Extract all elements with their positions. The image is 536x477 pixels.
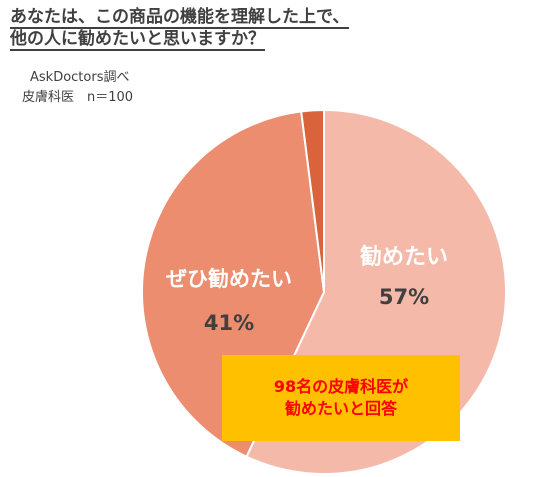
slice-value-0: 57% (379, 285, 429, 309)
pie-labels: 勧めたい 57% ぜひ勧めたい 41% (166, 244, 448, 335)
callout-line-1: 98名の皮膚科医が (273, 377, 409, 396)
chart-title: あなたは、この商品の機能を理解した上で、 他の人に勧めたいと思いますか？ (10, 6, 530, 51)
callout-box: 98名の皮膚科医が 勧めたいと回答 (222, 355, 460, 441)
survey-sample: 皮膚科医 n＝100 (22, 90, 134, 105)
survey-source: AskDoctors調べ (30, 70, 130, 85)
title-line-2: 他の人に勧めたいと思いますか？ (10, 29, 265, 51)
slice-label-0: 勧めたい (360, 244, 448, 270)
callout-line-2: 勧めたいと回答 (284, 399, 397, 418)
slice-value-1: 41% (204, 311, 254, 335)
pie-slice-2 (300, 108, 325, 293)
title-line-1: あなたは、この商品の機能を理解した上で、 (10, 7, 350, 29)
slice-label-1: ぜひ勧めたい (166, 267, 292, 291)
